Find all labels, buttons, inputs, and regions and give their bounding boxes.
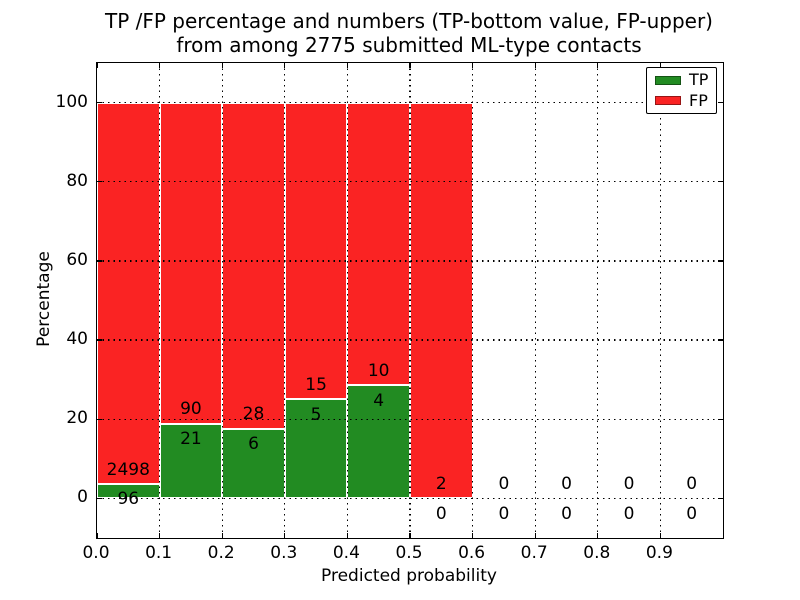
x-tick-mark — [471, 533, 474, 538]
x-tick-mark — [96, 533, 98, 538]
plot-area: TP FP 2498 96 90 21 28 6 15 5 10 4 2 0 0 0 0 0 0 0 0 0 — [96, 62, 724, 539]
x-tick-label: 0.8 — [583, 543, 611, 563]
x-tick-mark — [158, 533, 161, 538]
x-gridline — [158, 63, 161, 538]
x-tick-mark — [96, 63, 98, 68]
chart-title-line1: TP /FP percentage and numbers (TP-bottom… — [105, 9, 713, 33]
x-tick-mark — [158, 63, 161, 68]
tp-legend-label: TP — [689, 70, 709, 90]
x-tick-mark — [346, 63, 349, 68]
y-tick-label: 20 — [66, 408, 88, 429]
tp-bar-segment — [284, 399, 348, 499]
x-gridline — [346, 63, 349, 538]
y-tick-mark — [97, 260, 102, 262]
x-tick-mark — [471, 63, 474, 68]
y-tick-mark — [97, 418, 102, 420]
x-gridline — [659, 63, 662, 538]
y-tick-mark — [97, 181, 102, 183]
tp-count-label: 0 — [623, 503, 635, 524]
x-tick-label: 0.3 — [270, 543, 298, 563]
fp-count-label: 15 — [305, 375, 327, 396]
y-tick-mark — [718, 418, 723, 420]
fp-bar-segment — [159, 102, 223, 424]
x-tick-label: 0.6 — [458, 543, 486, 563]
tp-count-label: 21 — [180, 428, 202, 449]
y-tick-label: 80 — [66, 170, 88, 191]
chart-title-line2: from among 2775 submitted ML-type contac… — [176, 33, 642, 57]
tp-bar-segment — [159, 423, 223, 499]
fp-count-label: 90 — [180, 399, 202, 420]
y-tick-label: 40 — [66, 329, 88, 350]
tp-count-label: 0 — [686, 503, 698, 524]
x-tick-mark — [597, 63, 599, 68]
x-tick-mark — [409, 533, 411, 538]
tp-count-label: 0 — [435, 503, 447, 524]
x-tick-mark — [284, 533, 286, 538]
fp-count-label: 10 — [367, 361, 390, 382]
fp-count-label: 0 — [686, 474, 698, 495]
x-tick-label: 0.1 — [145, 543, 173, 563]
fp-count-label: 0 — [498, 474, 510, 495]
y-tick-mark — [97, 497, 102, 500]
x-tick-mark — [597, 533, 599, 538]
x-tick-label: 0.7 — [520, 543, 548, 563]
x-gridline — [534, 63, 536, 538]
y-tick-label: 60 — [66, 249, 88, 270]
x-tick-mark — [534, 63, 536, 68]
y-tick-mark — [718, 339, 723, 341]
fp-bar-segment — [347, 102, 410, 386]
fp-bar-segment — [222, 102, 285, 429]
legend: TP FP — [646, 67, 717, 114]
tp-count-label: 96 — [117, 489, 140, 510]
y-tick-mark — [718, 101, 723, 104]
x-tick-mark — [534, 533, 536, 538]
x-gridline — [597, 63, 599, 538]
y-tick-mark — [718, 181, 723, 183]
x-tick-mark — [221, 63, 223, 68]
x-gridline — [221, 63, 223, 538]
fp-legend-label: FP — [689, 90, 708, 110]
x-tick-mark — [659, 533, 662, 538]
x-tick-mark — [284, 63, 286, 68]
x-tick-mark — [659, 63, 662, 68]
x-tick-mark — [221, 533, 223, 538]
tp-count-label: 6 — [248, 434, 259, 454]
y-tick-label: 0 — [77, 487, 88, 508]
fp-legend-swatch — [655, 96, 681, 106]
y-tick-mark — [97, 339, 102, 341]
x-gridline — [409, 63, 411, 538]
tp-count-label: 4 — [373, 390, 385, 411]
tp-count-label: 0 — [498, 503, 510, 524]
fp-bar-segment — [410, 102, 473, 499]
y-tick-mark — [718, 260, 723, 262]
x-tick-label: 0.9 — [645, 543, 673, 563]
fp-bar-segment — [97, 102, 160, 484]
x-tick-label: 0.0 — [82, 543, 110, 563]
tp-count-label: 0 — [561, 503, 572, 524]
x-gridline — [471, 63, 474, 538]
x-tick-label: 0.5 — [395, 543, 423, 563]
legend-item-fp: FP — [647, 90, 716, 110]
fp-count-label: 0 — [623, 474, 635, 495]
y-tick-mark — [97, 101, 102, 104]
x-tick-label: 0.4 — [332, 543, 360, 563]
fp-count-label: 0 — [561, 474, 572, 495]
x-axis-label: Predicted probability — [321, 566, 497, 586]
y-tick-label: 100 — [55, 91, 88, 112]
tp-count-label: 5 — [310, 404, 322, 425]
chart-title: TP /FP percentage and numbers (TP-bottom… — [96, 9, 722, 57]
tp-legend-swatch — [655, 75, 681, 85]
y-tick-mark — [718, 497, 723, 500]
x-tick-label: 0.2 — [207, 543, 235, 563]
legend-item-tp: TP — [647, 72, 716, 88]
fp-count-label: 28 — [242, 404, 265, 425]
x-tick-mark — [346, 533, 349, 538]
fp-count-label: 2 — [435, 474, 447, 495]
x-gridline — [284, 63, 286, 538]
x-tick-mark — [409, 63, 411, 68]
fp-bar-segment — [284, 102, 348, 400]
fp-count-label: 2498 — [106, 459, 150, 480]
